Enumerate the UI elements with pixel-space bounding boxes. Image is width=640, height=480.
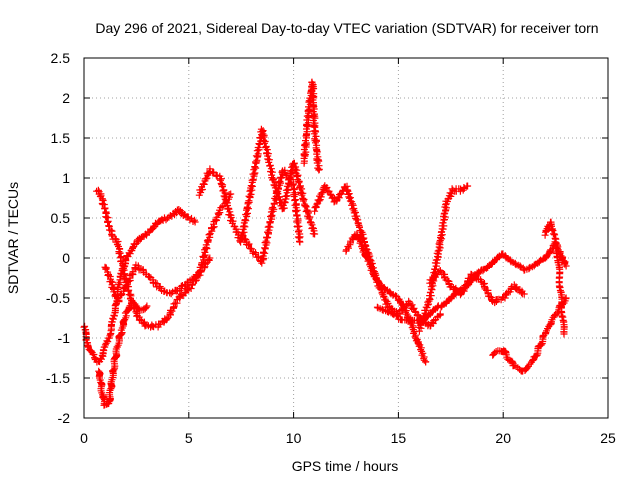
x-tick-label: 15 — [391, 430, 407, 446]
y-tick-label: -2 — [58, 410, 71, 426]
data-markers — [342, 230, 430, 366]
data-markers — [237, 166, 304, 267]
axis-ticks: 0 5 10 15 20 25 -2 -1.5 -1 -0.5 0 0.5 1 1.5 2 2.5 — [46, 50, 616, 446]
series-arc-d — [101, 190, 235, 306]
data-markers — [541, 218, 568, 338]
data-markers — [426, 267, 528, 307]
x-tick-label: 20 — [495, 430, 511, 446]
data-markers — [101, 190, 235, 306]
y-tick-label: 1.5 — [51, 130, 71, 146]
series-arc-n — [541, 218, 568, 338]
y-tick-label: 2.5 — [51, 50, 71, 66]
y-tick-label: 2 — [62, 90, 70, 106]
series-arc-g — [300, 78, 323, 174]
series-arc-f — [237, 166, 304, 267]
y-tick-label: -0.5 — [46, 290, 70, 306]
y-tick-label: 1 — [62, 170, 70, 186]
x-tick-label: 5 — [185, 430, 193, 446]
x-tick-label: 10 — [286, 430, 302, 446]
data-markers — [300, 78, 323, 174]
x-axis-label: GPS time / hours — [292, 458, 399, 474]
x-tick-label: 25 — [600, 430, 616, 446]
x-tick-label: 0 — [80, 430, 88, 446]
y-tick-label: 0 — [62, 250, 70, 266]
plot-frame — [83, 57, 609, 419]
series-arc-i — [342, 230, 430, 366]
data-markers — [489, 294, 570, 375]
y-tick-label: 0.5 — [51, 210, 71, 226]
series-arc-m — [489, 294, 570, 375]
y-tick-label: -1.5 — [46, 370, 70, 386]
chart-title: Day 296 of 2021, Sidereal Day-to-day VTE… — [95, 20, 598, 36]
series-arc-l — [426, 267, 528, 307]
grid — [84, 58, 608, 418]
y-tick-label: -1 — [58, 330, 71, 346]
data-points — [80, 78, 570, 409]
y-axis-label: SDTVAR / TECUs — [5, 182, 21, 294]
